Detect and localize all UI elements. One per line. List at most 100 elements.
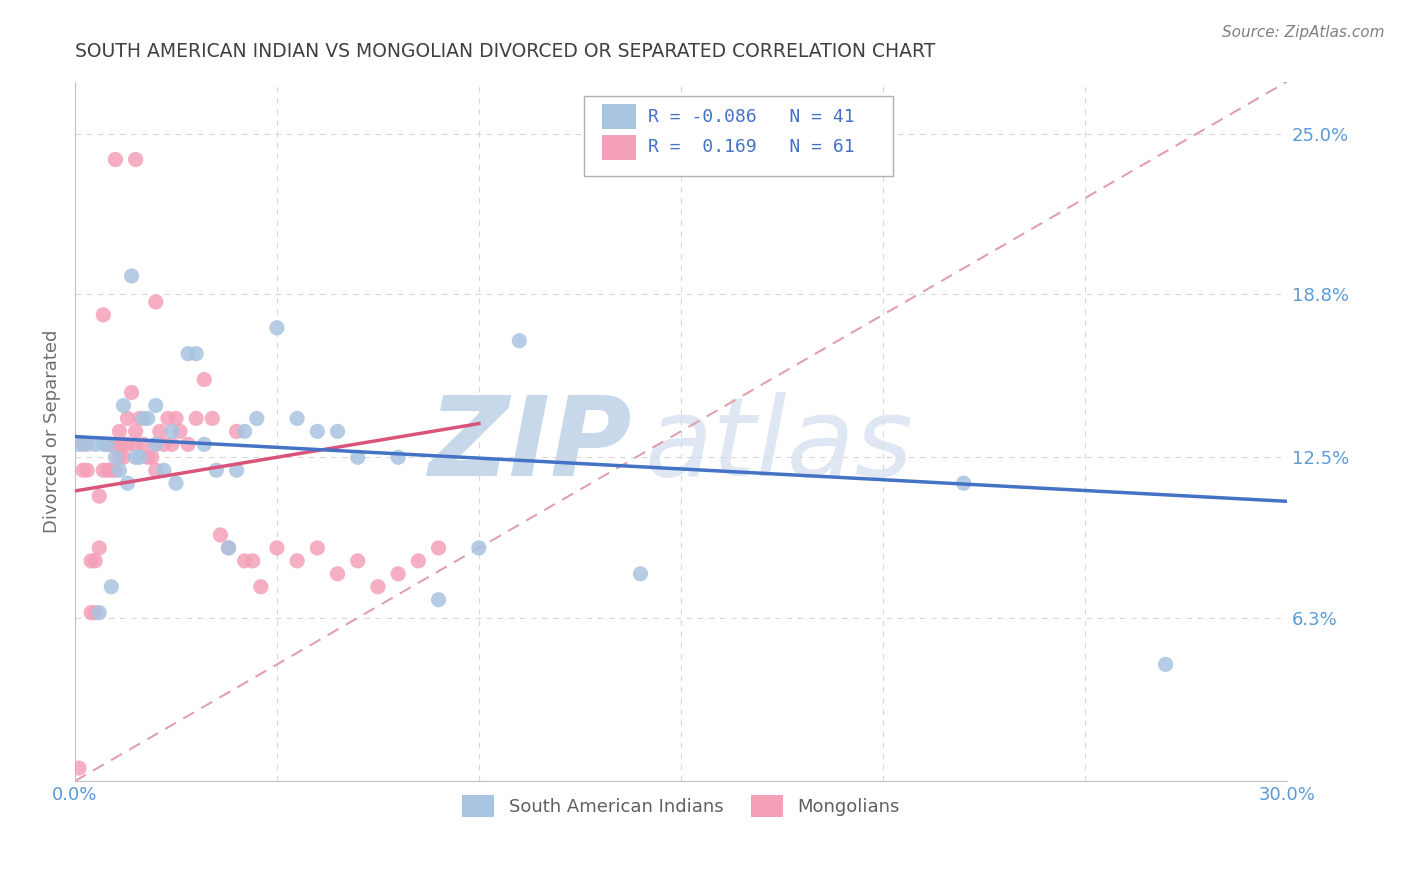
Point	[508, 334, 530, 348]
Point	[165, 411, 187, 425]
Point	[91, 308, 114, 322]
Point	[104, 437, 127, 451]
Point	[242, 554, 264, 568]
Point	[193, 373, 215, 387]
Point	[124, 437, 146, 451]
Point	[80, 606, 103, 620]
Point	[218, 541, 240, 555]
Point	[72, 437, 94, 451]
Point	[307, 541, 329, 555]
Point	[160, 437, 183, 451]
Point	[84, 437, 107, 451]
Point	[112, 437, 135, 451]
Point	[124, 425, 146, 439]
Point	[112, 399, 135, 413]
Point	[108, 450, 131, 465]
Point	[427, 541, 450, 555]
Point	[89, 606, 111, 620]
Point	[128, 411, 150, 425]
Point	[96, 463, 118, 477]
Point	[156, 411, 179, 425]
Point	[117, 411, 139, 425]
Point	[132, 437, 155, 451]
Point	[128, 450, 150, 465]
Text: atlas: atlas	[644, 392, 912, 499]
Point	[112, 450, 135, 465]
Point	[201, 411, 224, 425]
Point	[205, 463, 228, 477]
Point	[630, 566, 652, 581]
Point	[72, 463, 94, 477]
Point	[124, 153, 146, 167]
Point	[76, 463, 98, 477]
Point	[121, 268, 143, 283]
Point	[249, 580, 271, 594]
Point	[145, 437, 167, 451]
Text: ZIP: ZIP	[429, 392, 633, 499]
Point	[121, 385, 143, 400]
Point	[307, 425, 329, 439]
Point	[104, 450, 127, 465]
Point	[67, 761, 90, 775]
Point	[91, 437, 114, 451]
Y-axis label: Divorced or Separated: Divorced or Separated	[44, 330, 60, 533]
Point	[177, 437, 200, 451]
Point	[266, 541, 288, 555]
Point	[153, 463, 176, 477]
Point	[108, 425, 131, 439]
Point	[145, 463, 167, 477]
Point	[225, 425, 247, 439]
Point	[387, 450, 409, 465]
Point	[952, 476, 974, 491]
Point	[141, 450, 163, 465]
Point	[89, 541, 111, 555]
Point	[246, 411, 269, 425]
Text: R =  0.169   N = 61: R = 0.169 N = 61	[648, 138, 855, 156]
Point	[165, 476, 187, 491]
Point	[136, 450, 159, 465]
Point	[177, 347, 200, 361]
Point	[468, 541, 491, 555]
Point	[145, 437, 167, 451]
Point	[136, 411, 159, 425]
Point	[145, 399, 167, 413]
Point	[209, 528, 232, 542]
Point	[225, 463, 247, 477]
Point	[132, 411, 155, 425]
Point	[153, 437, 176, 451]
Point	[117, 476, 139, 491]
Point	[89, 489, 111, 503]
Point	[326, 425, 349, 439]
Point	[104, 463, 127, 477]
Point	[160, 425, 183, 439]
Point	[1154, 657, 1177, 672]
Point	[346, 450, 368, 465]
Point	[326, 566, 349, 581]
Point	[193, 437, 215, 451]
Point	[76, 437, 98, 451]
Point	[80, 554, 103, 568]
Text: R = -0.086   N = 41: R = -0.086 N = 41	[648, 108, 855, 126]
Point	[67, 437, 90, 451]
Text: SOUTH AMERICAN INDIAN VS MONGOLIAN DIVORCED OR SEPARATED CORRELATION CHART: SOUTH AMERICAN INDIAN VS MONGOLIAN DIVOR…	[75, 42, 935, 61]
Point	[233, 554, 256, 568]
Point	[285, 411, 308, 425]
Point	[149, 425, 172, 439]
Point	[100, 463, 122, 477]
Legend: South American Indians, Mongolians: South American Indians, Mongolians	[454, 788, 907, 824]
Point	[266, 320, 288, 334]
Point	[367, 580, 389, 594]
Point	[117, 437, 139, 451]
FancyBboxPatch shape	[583, 95, 893, 176]
Point	[186, 411, 208, 425]
Point	[104, 153, 127, 167]
Point	[91, 463, 114, 477]
FancyBboxPatch shape	[602, 104, 636, 129]
Point	[100, 580, 122, 594]
FancyBboxPatch shape	[602, 135, 636, 160]
Point	[285, 554, 308, 568]
Point	[169, 425, 191, 439]
Point	[96, 437, 118, 451]
Point	[145, 294, 167, 309]
Point	[387, 566, 409, 581]
